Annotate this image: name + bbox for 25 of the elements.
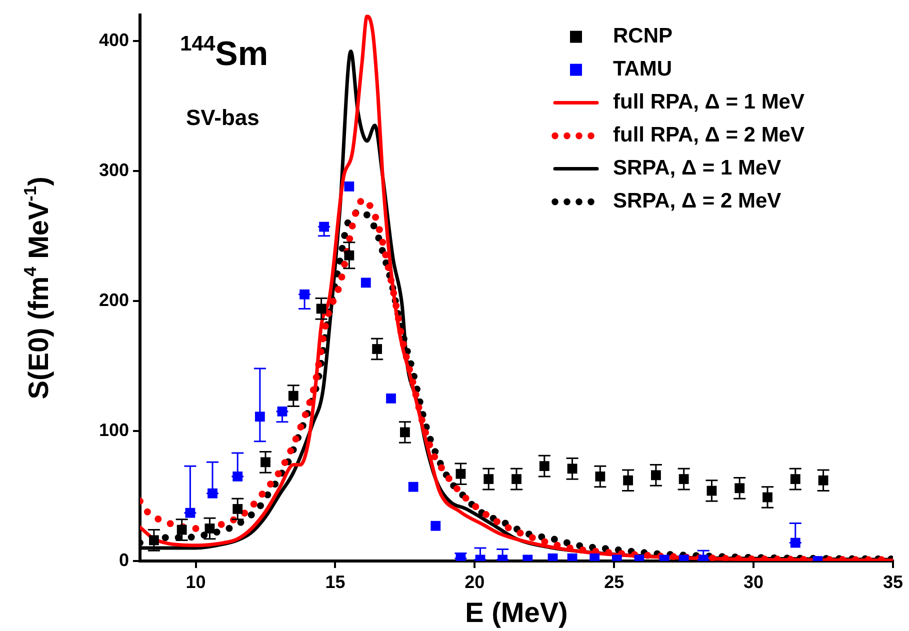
y-tick-label: 200 — [98, 290, 129, 310]
y-axis-title: S(E0) (fm4 MeV-1) — [20, 176, 54, 400]
point — [360, 278, 371, 288]
point — [386, 393, 396, 404]
x-axis-title: E (MeV) — [465, 596, 568, 628]
legend-label: SRPA, Δ = 2 MeV — [613, 190, 782, 213]
y-tick-label: 300 — [98, 160, 129, 180]
point — [344, 182, 354, 192]
y-tick-label: 0 — [118, 550, 129, 570]
point — [408, 482, 418, 492]
x-tick-label: 30 — [744, 572, 764, 592]
legend-label: SRPA, Δ = 1 MeV — [613, 156, 782, 180]
x-tick-label: 10 — [186, 572, 206, 592]
x-tick-label: 15 — [325, 572, 346, 592]
legend-label: TAMU — [613, 58, 672, 81]
y-tick-label: 400 — [98, 30, 129, 50]
x-tick-label: 25 — [604, 572, 624, 592]
legend-label: full RPA, Δ = 2 MeV — [613, 124, 804, 147]
legend-label: full RPA, Δ = 1 MeV — [613, 90, 804, 114]
point — [430, 520, 441, 531]
legend-label: RCNP — [613, 24, 673, 48]
y-tick-label: 100 — [98, 420, 129, 440]
x-tick-label: 35 — [882, 572, 904, 592]
annotation: SV-bas — [186, 104, 260, 130]
x-tick-label: 20 — [464, 572, 485, 592]
